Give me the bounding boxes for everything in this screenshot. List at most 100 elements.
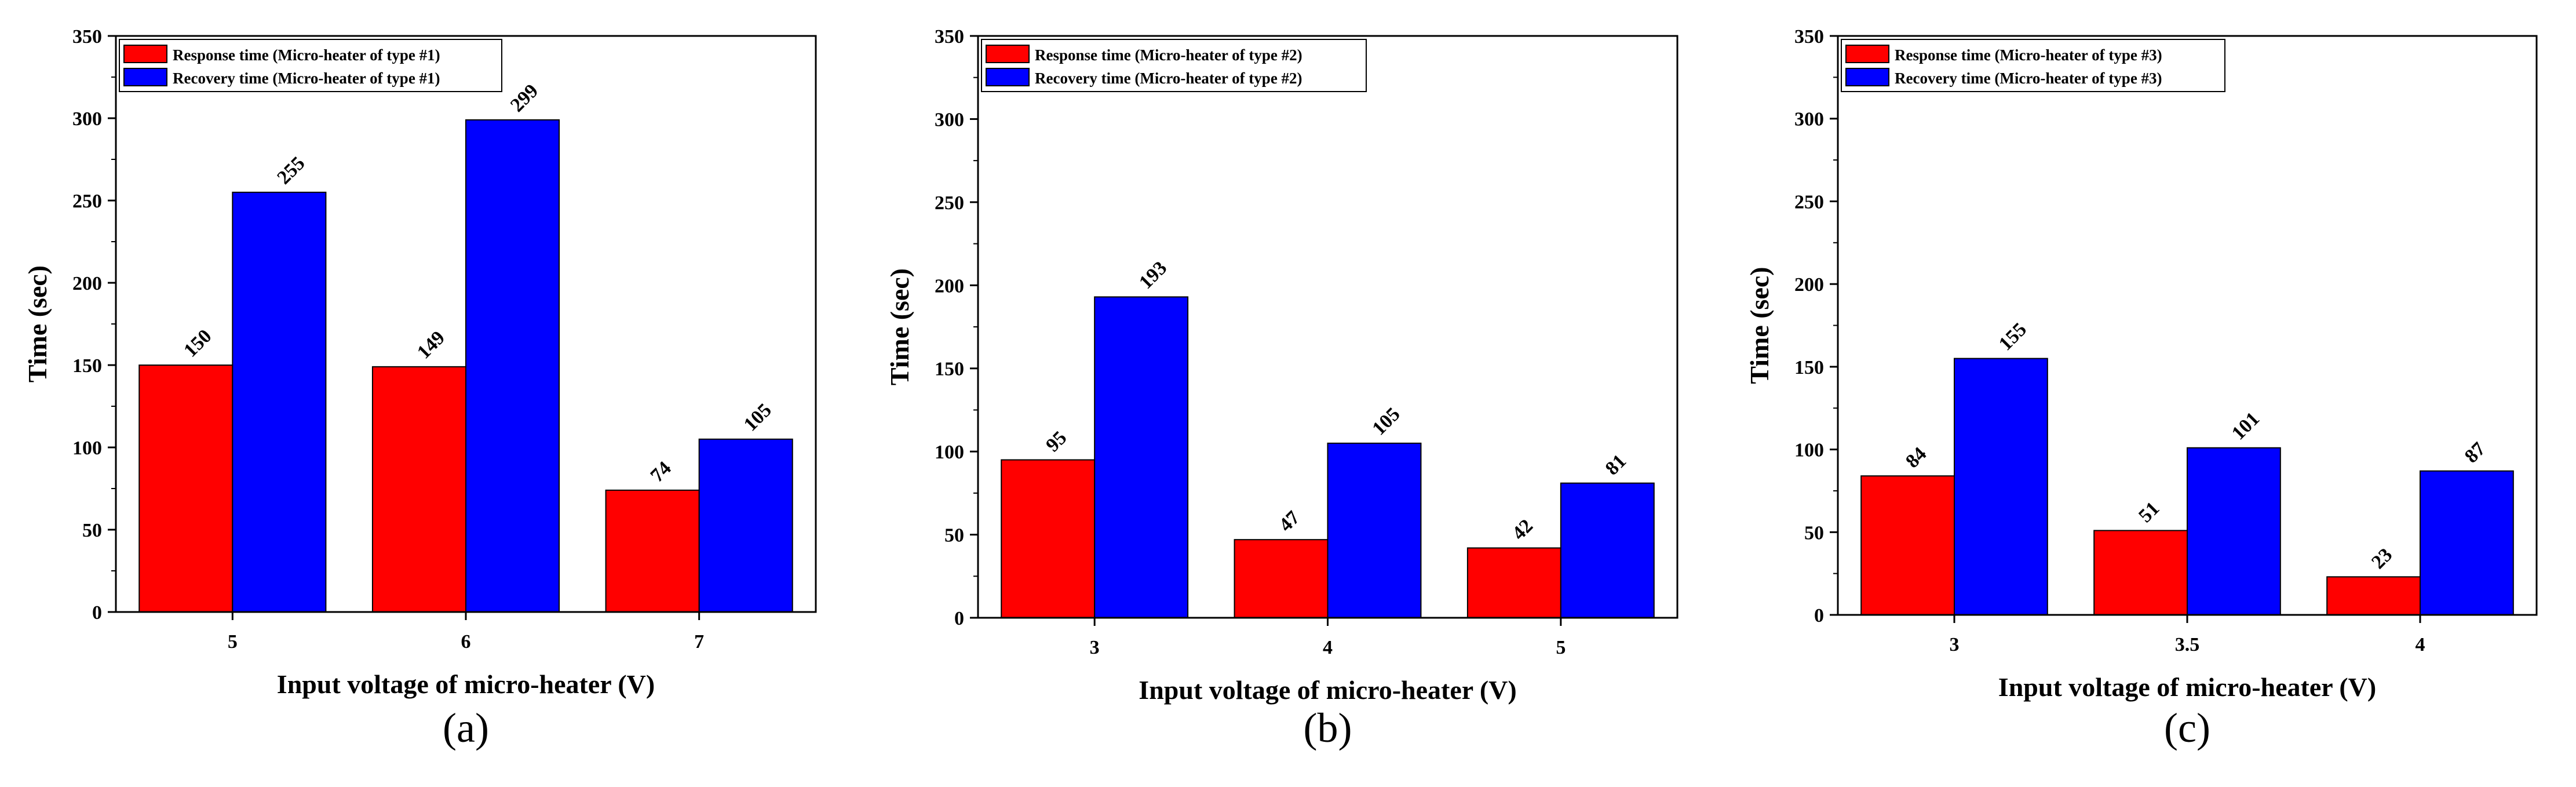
caption-open-paren-a: (	[443, 705, 457, 751]
bar-recovery-c-2	[2420, 470, 2514, 615]
x-tick-label-a-1: 6	[461, 631, 471, 653]
x-tick-label-c-1: 3.5	[2175, 634, 2200, 655]
legend-swatch-b-0	[986, 45, 1030, 63]
bar-response-c-1	[2093, 530, 2188, 616]
bar-recovery-b-2	[1560, 482, 1655, 618]
panel-caption-b: (b)	[1304, 705, 1352, 751]
data-label-a-1-0: 255	[273, 152, 309, 188]
y-tick-label-a-6: 300	[72, 108, 102, 130]
x-tick-label-a-0: 5	[228, 631, 238, 653]
y-tick-label-c-5: 250	[1794, 191, 1824, 213]
x-tick-label-c-2: 4	[2416, 634, 2425, 655]
bar-recovery-a-0	[232, 191, 327, 613]
legend-label-b-0: Response time (Micro-heater of type #2)	[1035, 46, 1302, 64]
legend-swatch-b-1	[986, 68, 1030, 86]
y-tick-label-c-0: 0	[1814, 605, 1824, 626]
y-tick-label-c-7: 350	[1794, 26, 1824, 48]
caption-letter-b: b	[1318, 705, 1338, 751]
bar-recovery-a-1	[465, 119, 560, 613]
x-tick-label-a-2: 7	[694, 631, 704, 653]
chart-panel-a: 150 255 5 149 299 6 74 105 7 0 50 100 150 200 250 300 35…	[23, 26, 817, 751]
bar-response-a-0	[138, 365, 233, 613]
y-axis-title-b: Time (sec)	[885, 268, 914, 385]
bar-recovery-c-1	[2187, 447, 2281, 616]
y-tick-label-b-3: 150	[935, 359, 964, 380]
legend-box-a	[119, 39, 502, 92]
y-tick-label-a-3: 150	[72, 355, 102, 377]
y-tick-label-a-1: 50	[82, 520, 102, 541]
bar-response-b-2	[1466, 547, 1561, 619]
bar-response-a-1	[371, 366, 467, 613]
chart-panel-c: 84 155 3 51 101 3.5 23 87 4 0 50 100 150 200 250 300 350…	[1745, 26, 2538, 751]
data-label-a-0-0: 150	[180, 325, 216, 361]
bar-response-b-0	[1001, 459, 1096, 618]
y-tick-label-c-6: 300	[1794, 109, 1824, 130]
data-label-a-0-1: 149	[413, 327, 449, 363]
data-label-c-1-1: 101	[2228, 408, 2264, 444]
y-tick-label-b-5: 250	[935, 192, 964, 214]
panel-caption-a: (a)	[443, 705, 489, 751]
y-tick-label-b-7: 350	[935, 26, 964, 48]
y-tick-label-b-2: 100	[935, 442, 964, 463]
x-tick-label-b-1: 4	[1323, 637, 1333, 658]
bar-response-b-1	[1234, 539, 1329, 618]
y-tick-label-c-4: 200	[1794, 274, 1824, 296]
data-label-a-1-1: 299	[506, 80, 542, 116]
data-label-b-1-0: 193	[1135, 257, 1171, 293]
legend-swatch-a-0	[123, 45, 167, 63]
y-tick-label-b-6: 300	[935, 109, 964, 130]
data-label-c-0-0: 84	[1902, 443, 1931, 472]
x-axis-title-b: Input voltage of micro-heater (V)	[1139, 675, 1516, 705]
data-label-b-0-0: 95	[1042, 427, 1071, 456]
bar-recovery-c-0	[1954, 358, 2048, 615]
bar-response-c-0	[1860, 475, 1955, 615]
y-axis-title-c: Time (sec)	[1745, 267, 1774, 384]
data-label-b-0-1: 47	[1275, 507, 1304, 536]
caption-open-paren-b: (	[1304, 705, 1318, 751]
x-axis-title-c: Input voltage of micro-heater (V)	[1998, 672, 2376, 702]
x-axis-title-a: Input voltage of micro-heater (V)	[277, 669, 655, 699]
caption-open-paren-c: (	[2164, 705, 2178, 751]
x-tick-label-b-2: 5	[1556, 637, 1566, 658]
legend-label-a-1: Recovery time (Micro-heater of type #1)	[173, 70, 440, 87]
bar-recovery-a-2	[698, 438, 793, 613]
y-tick-label-b-1: 50	[944, 525, 964, 546]
data-label-a-1-2: 105	[740, 399, 776, 435]
caption-close-paren-b: )	[1338, 705, 1352, 751]
caption-close-paren-c: )	[2196, 705, 2210, 751]
bar-response-a-2	[605, 489, 700, 613]
data-label-b-1-1: 105	[1368, 403, 1404, 439]
data-label-c-0-1: 51	[2134, 498, 2163, 527]
y-axis-title-a: Time (sec)	[23, 265, 52, 382]
data-label-c-0-2: 23	[2367, 544, 2396, 573]
legend-swatch-c-1	[1845, 68, 1889, 86]
y-tick-label-b-0: 0	[954, 608, 964, 629]
bar-response-c-2	[2326, 576, 2421, 616]
bar-recovery-b-0	[1094, 296, 1189, 618]
data-label-b-1-2: 81	[1601, 450, 1630, 479]
legend-label-c-0: Response time (Micro-heater of type #3)	[1895, 46, 2162, 64]
y-tick-label-b-4: 200	[935, 275, 964, 297]
y-tick-label-c-1: 50	[1804, 522, 1824, 544]
chart-panel-b: 95193347105442815050100150200250300350Ti…	[885, 26, 1679, 751]
legend-swatch-a-1	[123, 68, 167, 86]
bar-recovery-b-1	[1327, 442, 1422, 618]
caption-letter-a: a	[457, 705, 475, 751]
x-tick-label-c-0: 3	[1950, 634, 1960, 655]
legend-label-c-1: Recovery time (Micro-heater of type #3)	[1895, 70, 2162, 87]
legend-box-b	[981, 39, 1367, 92]
y-tick-label-a-2: 100	[72, 438, 102, 459]
data-label-c-1-2: 87	[2461, 438, 2490, 467]
legend-swatch-c-0	[1845, 45, 1889, 63]
data-label-b-0-2: 42	[1508, 515, 1537, 544]
y-tick-label-a-5: 250	[72, 191, 102, 212]
y-tick-label-a-0: 0	[92, 602, 102, 624]
data-label-a-0-2: 74	[647, 457, 676, 486]
y-tick-label-c-3: 150	[1794, 357, 1824, 378]
legend-box-c	[1841, 39, 2225, 92]
panel-caption-c: (c)	[2164, 705, 2210, 751]
y-tick-label-c-2: 100	[1794, 440, 1824, 461]
x-tick-label-b-0: 3	[1090, 637, 1100, 658]
